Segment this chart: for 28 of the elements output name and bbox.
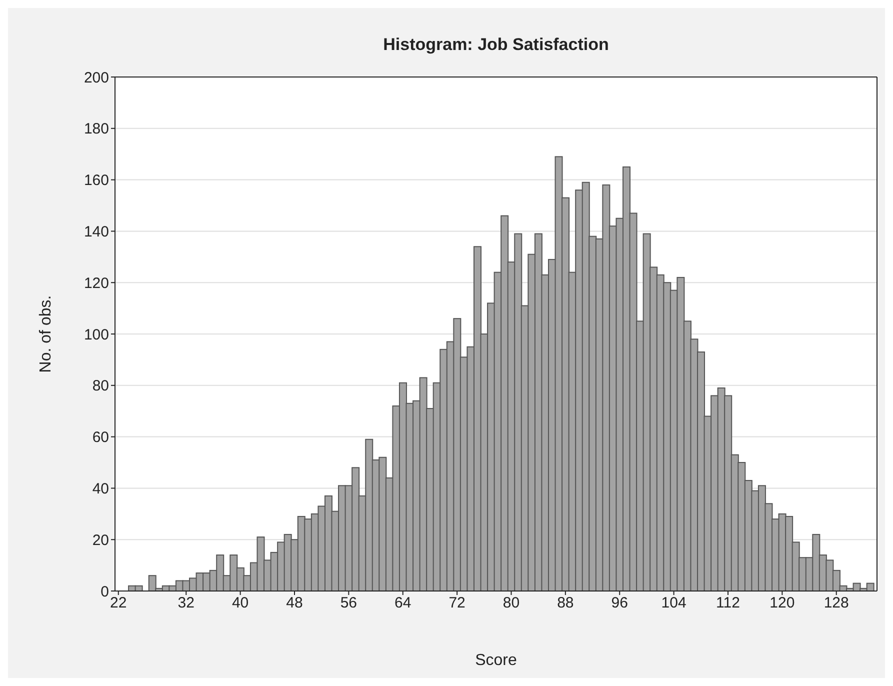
x-tick-label: 120: [770, 594, 795, 612]
y-tick-label: 120: [84, 274, 109, 292]
x-tick-label: 88: [557, 594, 574, 612]
y-tick-label: 40: [92, 480, 109, 498]
x-axis-title: Score: [475, 652, 517, 669]
x-tick-label: 80: [502, 594, 520, 612]
x-tick-label: 128: [824, 594, 849, 612]
y-tick-label: 60: [92, 429, 109, 446]
x-tick-label: 40: [232, 594, 249, 612]
x-tick-label: 96: [611, 594, 628, 612]
x-tick-label: 72: [448, 594, 466, 612]
y-tick-label: 80: [92, 378, 109, 395]
y-axis-title: No. of obs.: [38, 295, 55, 373]
y-tick-label: 20: [92, 532, 109, 549]
x-tick-label: 64: [394, 594, 412, 612]
x-tick-label: 56: [340, 594, 358, 612]
y-tick-label: 0: [100, 583, 109, 600]
x-tick-label: 48: [286, 594, 303, 612]
y-tick-label: 180: [84, 120, 109, 138]
x-tick-label: 22: [110, 594, 127, 612]
chart-title: Histogram: Job Satisfaction: [383, 35, 609, 54]
y-tick-label: 160: [84, 172, 109, 190]
y-tick-label: 100: [84, 326, 109, 344]
x-tick-label: 112: [716, 594, 740, 612]
y-tick-label: 200: [84, 69, 109, 86]
x-tick-label: 104: [661, 594, 686, 612]
y-tick-label: 140: [84, 224, 109, 241]
x-tick-label: 32: [178, 594, 194, 612]
